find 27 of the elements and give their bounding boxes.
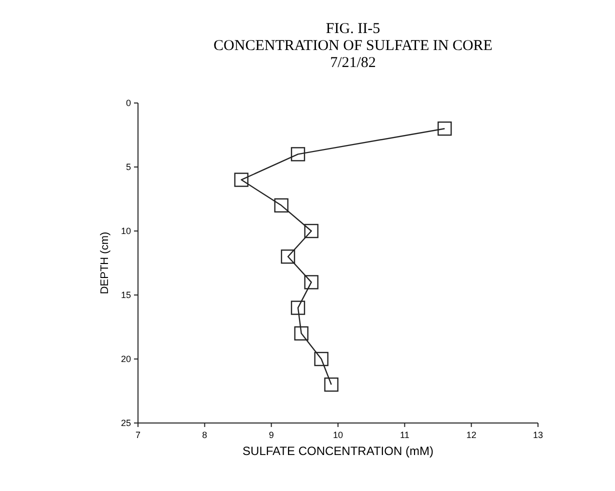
point (324, 378, 338, 392)
x-axis-title: SULFATE CONCENTRATION (mM) (242, 444, 434, 458)
point (290, 300, 306, 315)
point (438, 122, 452, 136)
point (234, 172, 248, 187)
y-tick-label: 5 (126, 162, 131, 172)
y-tick-label: 15 (120, 290, 131, 300)
y-tick-label: 0 (126, 98, 131, 108)
point (304, 224, 318, 238)
y-axis-title: DEPTH (cm) (99, 232, 111, 294)
point (304, 275, 318, 290)
point (314, 352, 328, 366)
x-tick-label: 9 (268, 430, 274, 440)
x-tick-label: 12 (466, 430, 476, 440)
point (294, 326, 308, 340)
x-tick-label: 13 (532, 430, 544, 440)
y-tick-label: 20 (120, 354, 131, 364)
chart-title: FIG. II-5 CONCENTRATION OF SULFATE IN CORE 7/21/82 (214, 21, 492, 71)
point (290, 147, 306, 162)
y-tick-label: 10 (120, 226, 131, 236)
point (274, 198, 288, 212)
x-tick-label: 8 (202, 430, 208, 440)
y-tick-label: 25 (120, 418, 131, 428)
x-tick-label: 11 (400, 430, 410, 440)
x-tick-label: 7 (135, 430, 141, 440)
x-tick-label: 10 (332, 430, 344, 440)
point (280, 250, 296, 264)
